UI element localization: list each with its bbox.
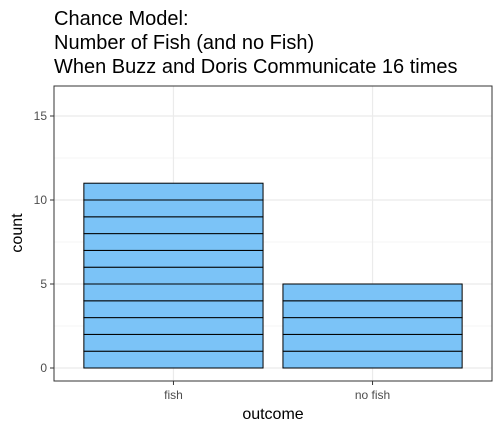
- bar-unit-block: [83, 216, 264, 235]
- y-axis: 0 5 10 15: [34, 109, 54, 375]
- plot-panel-border: [53, 85, 493, 382]
- bar-unit-block: [83, 300, 264, 319]
- x-axis: fish no fish: [164, 381, 390, 402]
- x-tick-label: fish: [164, 388, 183, 402]
- bar-unit-block: [282, 333, 463, 352]
- bar-unit-block: [282, 283, 463, 302]
- bar-unit-block: [83, 266, 264, 285]
- bar-unit-block: [83, 233, 264, 251]
- x-axis-title: outcome: [242, 406, 303, 423]
- y-tick-label: 15: [34, 109, 48, 123]
- bar-unit-block: [83, 182, 264, 201]
- y-axis-title: count: [9, 213, 26, 253]
- bar-unit-block: [83, 317, 264, 335]
- x-tick-label: no fish: [355, 388, 390, 402]
- bar-unit-block: [282, 317, 463, 335]
- y-tick-label: 5: [40, 277, 47, 291]
- bar-unit-block: [83, 333, 264, 352]
- bar-unit-block: [83, 283, 264, 302]
- bars: [83, 182, 463, 369]
- title-line-3: When Buzz and Doris Communicate 16 times: [54, 56, 458, 78]
- bar-unit-block: [282, 350, 463, 369]
- y-tick-label: 10: [34, 193, 48, 207]
- title-line-2: Number of Fish (and no Fish): [54, 32, 314, 54]
- bar-unit-block: [282, 300, 463, 319]
- bar-fish: [83, 182, 264, 369]
- bar-unit-block: [83, 350, 264, 369]
- bar-no-fish: [282, 283, 463, 369]
- title-line-1: Chance Model:: [54, 8, 189, 30]
- y-tick-label: 0: [40, 361, 47, 375]
- bar-unit-block: [83, 249, 264, 268]
- bar-unit-block: [83, 199, 264, 218]
- chart-title: Chance Model: Number of Fish (and no Fis…: [54, 8, 458, 78]
